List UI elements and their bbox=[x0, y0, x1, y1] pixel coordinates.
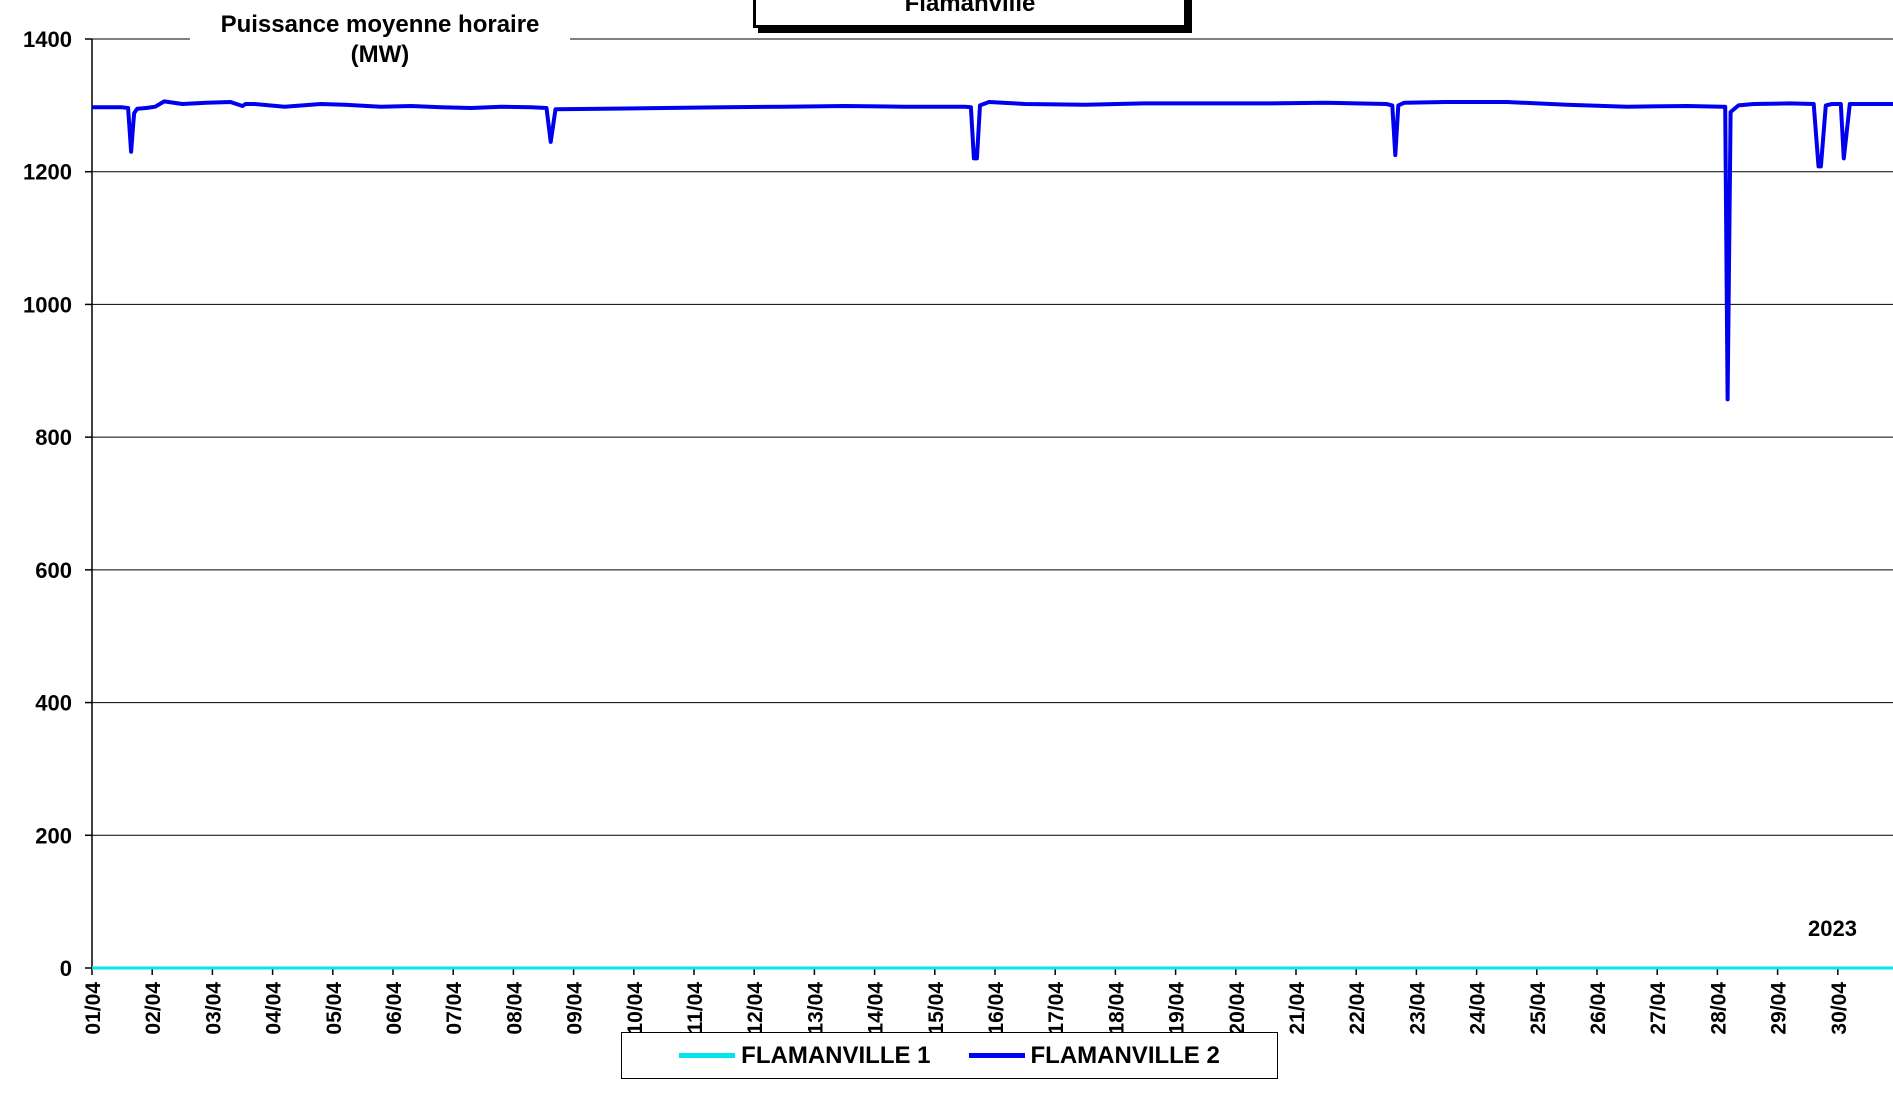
x-tick-label-21: 21/04 bbox=[1286, 982, 1309, 1035]
x-tick-label-26: 26/04 bbox=[1587, 982, 1610, 1035]
y-tick-label-1000: 1000 bbox=[23, 292, 72, 317]
chart-title: Flamanville bbox=[904, 0, 1036, 17]
x-tick-label-13: 13/04 bbox=[804, 982, 827, 1035]
y-tick-label-600: 600 bbox=[35, 558, 72, 583]
x-tick-label-9: 09/04 bbox=[564, 982, 587, 1035]
x-tick-label-27: 27/04 bbox=[1647, 982, 1670, 1035]
x-tick-label-18: 18/04 bbox=[1105, 982, 1128, 1035]
x-tick-label-6: 06/04 bbox=[383, 982, 406, 1035]
x-tick-label-12: 12/04 bbox=[744, 982, 767, 1035]
y-tick-label-800: 800 bbox=[35, 425, 72, 450]
x-tick-label-23: 23/04 bbox=[1406, 982, 1429, 1035]
legend-label-flamanville-2: FLAMANVILLE 2 bbox=[1030, 1041, 1220, 1069]
x-tick-label-28: 28/04 bbox=[1707, 982, 1730, 1035]
x-tick-label-25: 25/04 bbox=[1527, 982, 1550, 1035]
x-tick-label-10: 10/04 bbox=[624, 982, 647, 1035]
y-tick-label-0: 0 bbox=[60, 956, 72, 981]
year-label: 2023 bbox=[1808, 916, 1857, 941]
x-tick-label-4: 04/04 bbox=[263, 982, 286, 1035]
x-tick-label-7: 07/04 bbox=[443, 982, 466, 1035]
legend-swatch-flamanville-1 bbox=[679, 1053, 736, 1058]
x-tick-label-2: 02/04 bbox=[142, 982, 165, 1035]
x-tick-label-19: 19/04 bbox=[1166, 982, 1189, 1035]
x-tick-label-14: 14/04 bbox=[865, 982, 888, 1035]
x-tick-label-24: 24/04 bbox=[1467, 982, 1490, 1035]
legend-label-flamanville-1: FLAMANVILLE 1 bbox=[741, 1041, 931, 1069]
x-tick-label-8: 08/04 bbox=[503, 982, 526, 1035]
y-axis-label-line-1: Puissance moyenne horaire bbox=[220, 11, 540, 38]
y-axis-label: Puissance moyenne horaire (MW) bbox=[190, 10, 570, 70]
y-tick-label-200: 200 bbox=[35, 823, 72, 848]
x-tick-label-30: 30/04 bbox=[1828, 982, 1851, 1035]
x-tick-label-29: 29/04 bbox=[1768, 982, 1791, 1035]
x-tick-label-17: 17/04 bbox=[1045, 982, 1068, 1035]
x-tick-label-22: 22/04 bbox=[1346, 982, 1369, 1035]
y-tick-label-400: 400 bbox=[35, 691, 72, 716]
y-tick-label-1400: 1400 bbox=[23, 27, 72, 52]
legend: FLAMANVILLE 1 FLAMANVILLE 2 bbox=[621, 1032, 1278, 1079]
x-tick-label-16: 16/04 bbox=[985, 982, 1008, 1035]
x-tick-label-20: 20/04 bbox=[1226, 982, 1249, 1035]
x-tick-label-11: 11/04 bbox=[684, 982, 707, 1034]
legend-swatch-flamanville-2 bbox=[968, 1053, 1025, 1058]
y-axis-label-line-2: (MW) bbox=[350, 41, 410, 68]
y-tick-label-1200: 1200 bbox=[23, 160, 72, 185]
x-tick-label-1: 01/04 bbox=[82, 982, 105, 1035]
legend-item-flamanville-1: FLAMANVILLE 1 bbox=[679, 1041, 931, 1070]
series-line-flamanville-2 bbox=[92, 99, 1893, 402]
x-tick-label-3: 03/04 bbox=[202, 982, 225, 1035]
legend-item-flamanville-2: FLAMANVILLE 2 bbox=[968, 1041, 1220, 1070]
chart-title-box: Flamanville bbox=[753, 0, 1187, 28]
x-tick-label-5: 05/04 bbox=[323, 982, 346, 1035]
x-tick-label-15: 15/04 bbox=[925, 982, 948, 1035]
